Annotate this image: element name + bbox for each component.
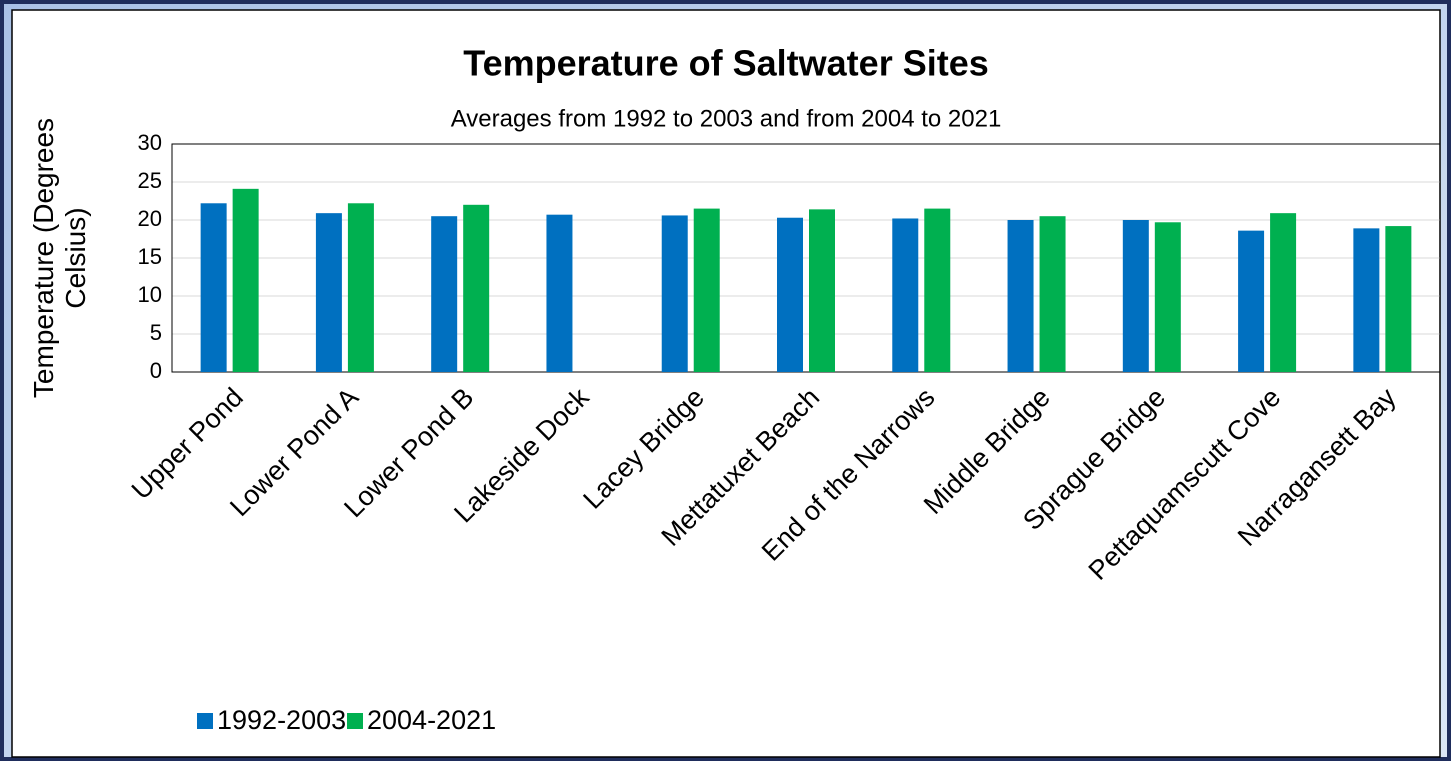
y-tick-label: 0: [150, 358, 162, 383]
y-axis-title: Temperature (DegreesCelsius): [28, 118, 91, 398]
legend-swatch: [347, 713, 363, 729]
bar: [809, 209, 835, 372]
y-tick-label: 10: [138, 282, 162, 307]
bar: [1270, 213, 1297, 372]
bar: [661, 215, 688, 372]
y-tick-label: 20: [138, 206, 162, 231]
bar: [1007, 220, 1034, 372]
bar: [1238, 230, 1265, 372]
bar: [315, 213, 342, 372]
chart-subtitle: Averages from 1992 to 2003 and from 2004…: [451, 105, 1002, 132]
y-tick-label: 5: [150, 320, 162, 345]
bar: [347, 203, 374, 372]
bar: [1039, 216, 1066, 372]
y-tick-label: 30: [138, 130, 162, 155]
y-tick-label: 15: [138, 244, 162, 269]
bar: [1122, 220, 1149, 372]
bar: [892, 218, 919, 372]
bar: [1154, 222, 1181, 372]
bar: [546, 214, 573, 372]
bar: [924, 208, 951, 372]
bar: [232, 188, 259, 372]
bar: [777, 217, 803, 372]
bar: [1385, 226, 1412, 372]
bar: [463, 204, 490, 372]
bar: [200, 203, 227, 372]
bar: [431, 216, 458, 372]
plot-area: [171, 143, 1441, 373]
legend-swatch: [197, 713, 213, 729]
bar: [693, 208, 720, 372]
y-tick-label: 25: [138, 168, 162, 193]
bar: [1353, 228, 1380, 372]
panel: [11, 9, 1441, 758]
chart-title: Temperature of Saltwater Sites: [463, 43, 989, 84]
legend-label: 1992-2003: [217, 705, 346, 735]
legend-label: 2004-2021: [367, 705, 496, 735]
